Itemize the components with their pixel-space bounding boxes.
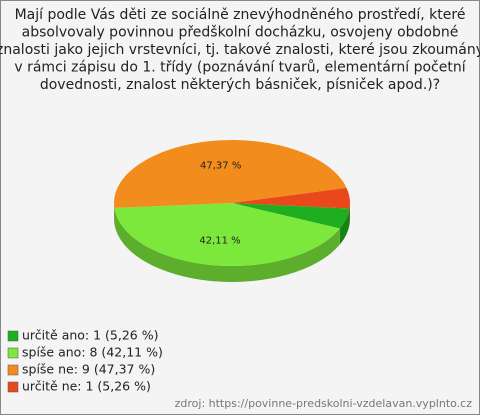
chart-title: Mají podle Vás děti ze sociálně znevýhod… [15,7,466,23]
legend-label: určitě ano: 1 (5,26 %) [22,328,158,343]
pie-side [339,208,350,245]
chart-title: znalosti jako jejich vrstevníci, tj. tak… [0,42,480,58]
source: zdroj: https://povinne-predskolni-vzdela… [175,397,473,410]
pie-slice [232,203,350,229]
chart-title: dovednosti, znalost některých básniček, … [40,77,440,93]
pie-slice [232,187,350,209]
pie-side [114,207,340,282]
legend-label: spíše ne: 9 (47,37 %) [22,362,155,377]
data-label: 42,11 % [199,235,240,246]
chart-title: absolvovaly povinnou předškolní docházku… [22,25,459,41]
legend-label: určitě ne: 1 (5,26 %) [22,379,151,394]
legend-swatch [7,347,19,359]
pie-slice [114,140,347,208]
legend-swatch [7,330,19,342]
legend-label: spíše ano: 8 (42,11 %) [22,345,163,360]
legend-swatch [7,381,19,393]
data-label: 47,37 % [200,161,241,172]
chart-title: v rámci zápisu do 1. třídy (poznávání tv… [14,60,466,76]
legend-swatch [7,364,19,376]
pie-slice [114,203,340,266]
